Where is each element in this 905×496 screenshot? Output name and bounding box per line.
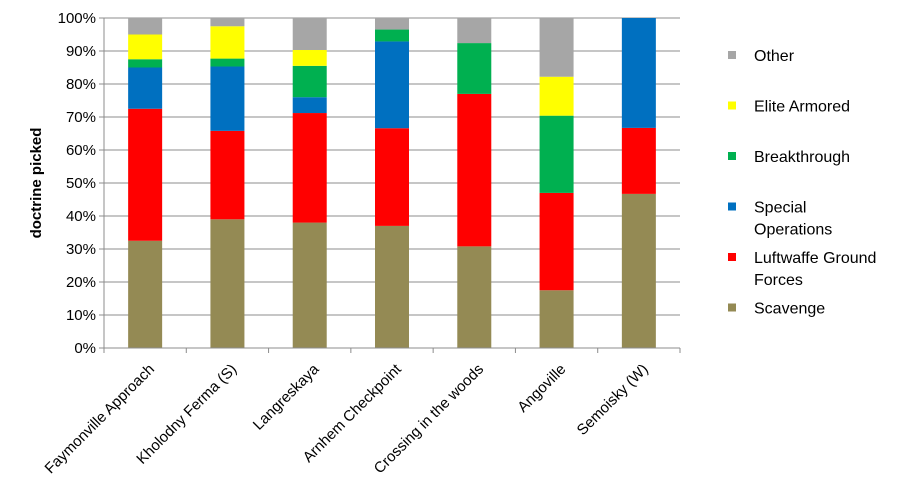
- legend-label: Other: [754, 48, 795, 65]
- bar-segment: [457, 18, 492, 44]
- x-tick-label: Langreskaya: [250, 360, 323, 433]
- bar-segment: [128, 67, 163, 109]
- bar-segment: [539, 290, 574, 348]
- y-tick-label: 90%: [66, 43, 96, 60]
- bars: [128, 18, 656, 348]
- bar-segment: [539, 115, 574, 193]
- y-tick-label: 20%: [66, 274, 96, 291]
- axes: [103, 18, 681, 353]
- legend-swatch: [728, 51, 736, 59]
- bar-segment: [210, 58, 245, 67]
- y-tick-label: 0%: [74, 340, 96, 357]
- y-tick-label: 30%: [66, 241, 96, 258]
- legend-label: Breakthrough: [754, 149, 850, 166]
- legend-swatch: [728, 303, 736, 312]
- legend-label: Scavenge: [754, 301, 825, 318]
- bar-segment: [292, 113, 327, 223]
- bar-segment: [128, 240, 163, 348]
- bar-segment: [539, 192, 574, 291]
- y-tick-label: 10%: [66, 307, 96, 324]
- legend-label: Luftwaffe Ground Forces: [754, 250, 876, 289]
- y-tick-label: 80%: [66, 76, 96, 93]
- bar-segment: [292, 65, 327, 98]
- y-tick-label: 60%: [66, 142, 96, 159]
- bar-segment: [375, 29, 409, 42]
- y-tick-label: 100%: [58, 10, 96, 27]
- bar-segment: [457, 93, 492, 247]
- legend-swatch: [728, 253, 736, 261]
- bar-segment: [457, 43, 492, 94]
- legend-label: Special Operations: [754, 200, 832, 239]
- bar-segment: [375, 128, 409, 226]
- legend-label: Elite Armored: [754, 99, 850, 116]
- legend: Other Elite Armored Breakthrough Special Ope…: [728, 48, 876, 318]
- bar-segment: [292, 222, 327, 348]
- bar-segment: [128, 108, 163, 241]
- bar-segment: [128, 18, 163, 35]
- bar-segment: [292, 50, 327, 66]
- bar-segment: [621, 127, 656, 194]
- bar-segment: [375, 225, 409, 348]
- bar-segment: [457, 246, 492, 348]
- bar-segment: [210, 26, 245, 59]
- bar-segment: [621, 18, 656, 128]
- bar-segment: [128, 59, 163, 68]
- bar-segment: [539, 18, 574, 77]
- x-tick-label: Semoisky (W): [574, 361, 652, 439]
- bar-segment: [292, 97, 327, 114]
- bar-segment: [210, 130, 245, 220]
- bar-segment: [210, 66, 245, 131]
- bar-segment: [621, 193, 656, 348]
- bar-segment: [210, 219, 245, 348]
- bar-segment: [292, 18, 327, 51]
- y-tick-label: 40%: [66, 208, 96, 225]
- bar-segment: [375, 18, 409, 30]
- bar-segment: [210, 18, 245, 27]
- legend-swatch: [728, 101, 736, 110]
- y-tick-labels: 0% 10% 20% 30% 40% 50% 60% 70% 80% 90% 100%: [58, 10, 96, 357]
- x-tick-label: Angoville: [514, 361, 569, 416]
- legend-swatch: [728, 202, 736, 211]
- bar-segment: [539, 76, 574, 116]
- legend-swatch: [728, 152, 736, 160]
- bar-segment: [128, 34, 163, 60]
- y-axis-label: doctrine picked: [28, 128, 45, 239]
- y-tick-label: 50%: [66, 175, 96, 192]
- bar-segment: [375, 41, 409, 129]
- y-tick-label: 70%: [66, 109, 96, 126]
